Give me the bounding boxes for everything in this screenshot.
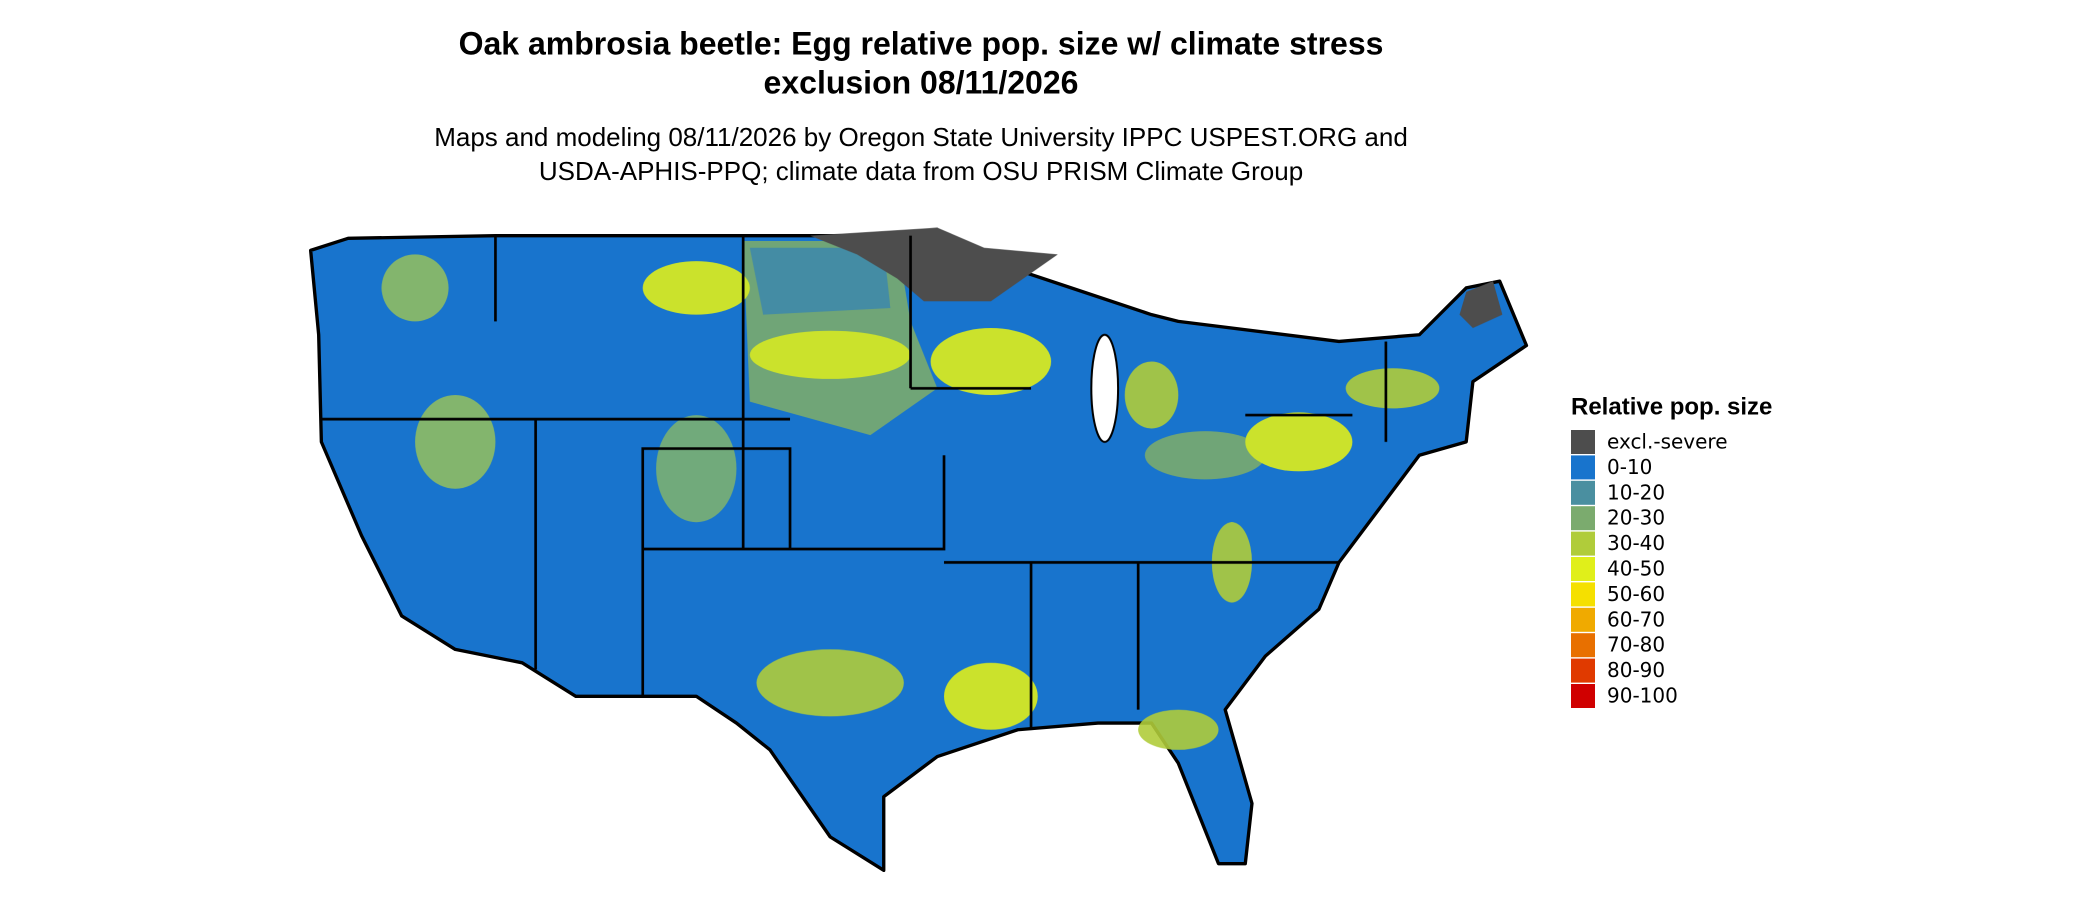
patch (1124, 361, 1179, 429)
patch (943, 662, 1038, 730)
legend: Relative pop. size excl.-severe0-1010-202… (1571, 393, 1772, 708)
legend-label: 20-30 (1607, 506, 1665, 530)
patch (1138, 709, 1219, 750)
legend-swatch (1571, 684, 1595, 708)
legend-label: 60-70 (1607, 607, 1665, 631)
legend-swatch (1571, 430, 1595, 454)
legend-swatch (1571, 531, 1595, 556)
legend-swatch (1571, 455, 1595, 480)
legend-title: Relative pop. size (1571, 393, 1772, 420)
state-borders (321, 235, 1388, 730)
patch (381, 254, 449, 322)
legend-swatch (1571, 633, 1595, 658)
patch (1245, 412, 1353, 472)
legend-swatch (1571, 658, 1595, 683)
legend-label: 50-60 (1607, 582, 1665, 606)
patch (642, 261, 750, 315)
legend-label: 30-40 (1607, 531, 1665, 555)
us-map (308, 227, 1529, 873)
legend-swatch (1571, 582, 1595, 607)
legend-swatch (1571, 506, 1595, 531)
patch (1345, 368, 1440, 409)
legend-label: 10-20 (1607, 480, 1665, 504)
subtitle-line: USDA-APHIS-PPQ; climate data from OSU PR… (539, 156, 1303, 186)
border (321, 235, 1388, 730)
patch (749, 330, 911, 379)
excluded-area (810, 227, 1058, 302)
legend-label: excl.-severe (1607, 430, 1728, 454)
legend-swatch (1571, 607, 1595, 632)
legend-label: 90-100 (1607, 684, 1678, 708)
title-line: exclusion 08/11/2026 (764, 64, 1079, 100)
patch (1144, 431, 1266, 480)
legend-label: 80-90 (1607, 658, 1665, 682)
patch (756, 649, 904, 717)
legend-label: 0-10 (1607, 455, 1652, 479)
us-outline (308, 233, 1529, 873)
patch (930, 328, 1052, 396)
patch (415, 395, 496, 489)
legend-swatch (1571, 480, 1595, 505)
patch (656, 415, 737, 523)
suitability-patches (381, 241, 1440, 750)
legend-label: 40-50 (1607, 557, 1665, 581)
patch (749, 247, 891, 315)
title-line: Oak ambrosia beetle: Egg relative pop. s… (459, 25, 1384, 61)
subtitle-line: Maps and modeling 08/11/2026 by Oregon S… (434, 122, 1408, 152)
titles: Oak ambrosia beetle: Egg relative pop. s… (434, 25, 1408, 185)
excluded-area (1459, 281, 1503, 329)
lake (1090, 333, 1120, 443)
legend-label: 70-80 (1607, 633, 1665, 657)
legend-swatch (1571, 557, 1595, 581)
